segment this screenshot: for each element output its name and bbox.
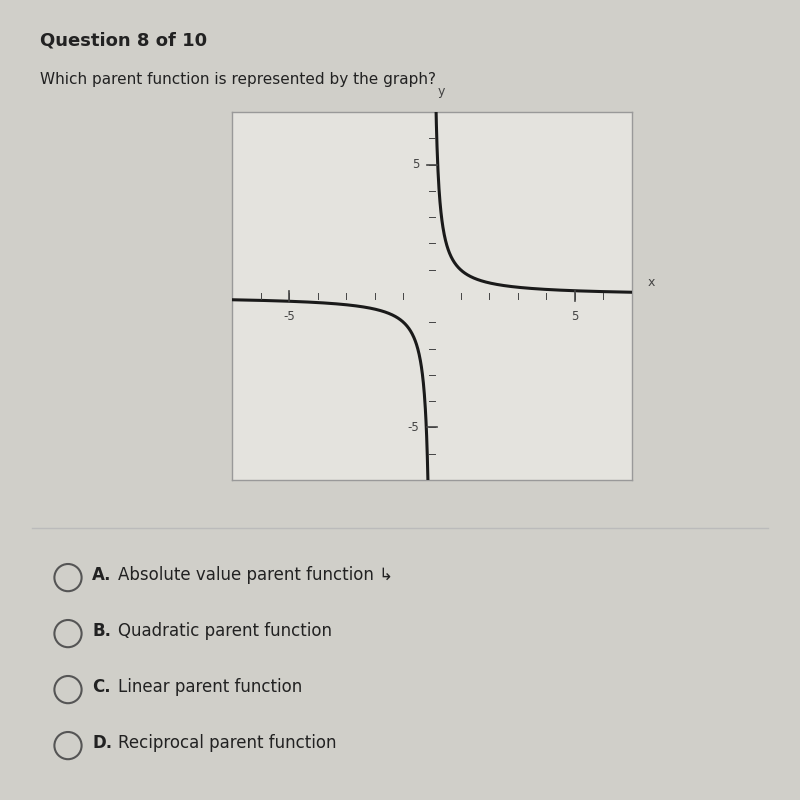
Text: Question 8 of 10: Question 8 of 10: [40, 32, 207, 50]
Text: A.: A.: [92, 566, 111, 584]
Text: C.: C.: [92, 678, 110, 696]
Text: -5: -5: [283, 310, 295, 323]
Text: 5: 5: [412, 158, 419, 171]
Text: B.: B.: [92, 622, 111, 640]
Text: Linear parent function: Linear parent function: [118, 678, 302, 696]
Text: Reciprocal parent function: Reciprocal parent function: [118, 734, 337, 752]
Text: D.: D.: [92, 734, 112, 752]
Text: -5: -5: [407, 421, 419, 434]
Text: y: y: [438, 85, 445, 98]
Text: Quadratic parent function: Quadratic parent function: [118, 622, 333, 640]
Text: 5: 5: [571, 310, 578, 323]
Text: Absolute value parent function ↳: Absolute value parent function ↳: [118, 566, 394, 584]
Text: Which parent function is represented by the graph?: Which parent function is represented by …: [40, 72, 436, 87]
Text: x: x: [648, 277, 655, 290]
